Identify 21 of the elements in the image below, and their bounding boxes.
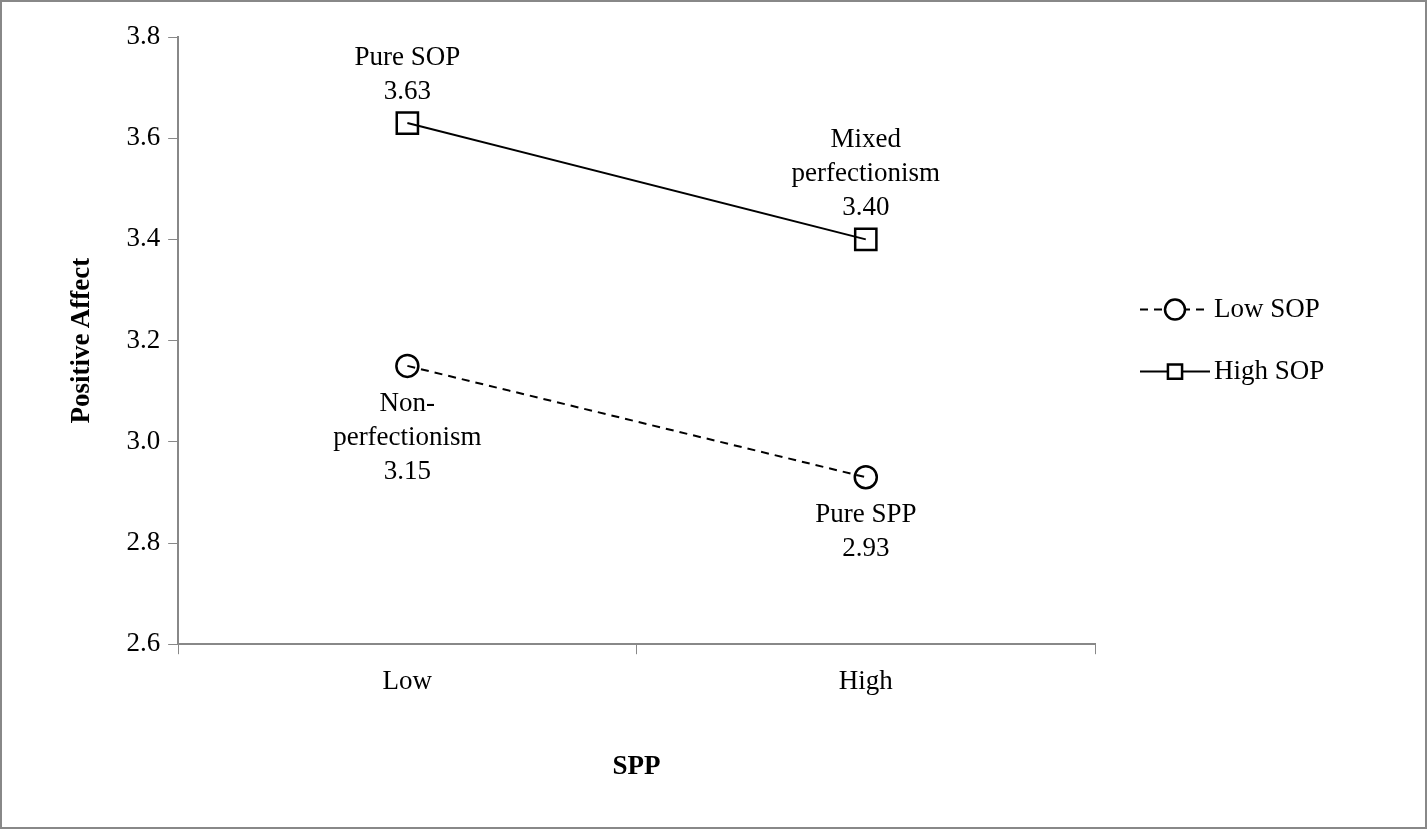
x-tick-label: Low — [382, 665, 433, 696]
point — [395, 111, 420, 135]
y-axis-title: Positive Affect — [65, 257, 96, 424]
point — [853, 227, 878, 252]
y-tick-label: 2.6 — [126, 627, 161, 658]
y-tick-label: 3.4 — [126, 222, 161, 253]
y-tick-label: 3.6 — [126, 121, 161, 152]
annotation: Mixed perfectionism 3.40 — [791, 123, 941, 222]
x-tick-label: High — [838, 665, 894, 696]
y-tick-label: 3.0 — [126, 424, 161, 455]
point — [395, 353, 420, 379]
y-tick-label: 3.2 — [126, 323, 161, 354]
legend-label: Low SOP — [1214, 292, 1320, 323]
annotation: Non- perfectionism 3.15 — [333, 386, 482, 485]
annotation: Pure SOP 3.63 — [354, 41, 461, 106]
x-axis-title: SPP — [612, 749, 661, 780]
annotation: Pure SPP 2.93 — [815, 498, 917, 563]
legend-label: High SOP — [1214, 354, 1325, 385]
point — [853, 464, 879, 490]
y-tick-label: 2.8 — [126, 526, 161, 557]
y-tick-label: 3.8 — [126, 20, 161, 51]
